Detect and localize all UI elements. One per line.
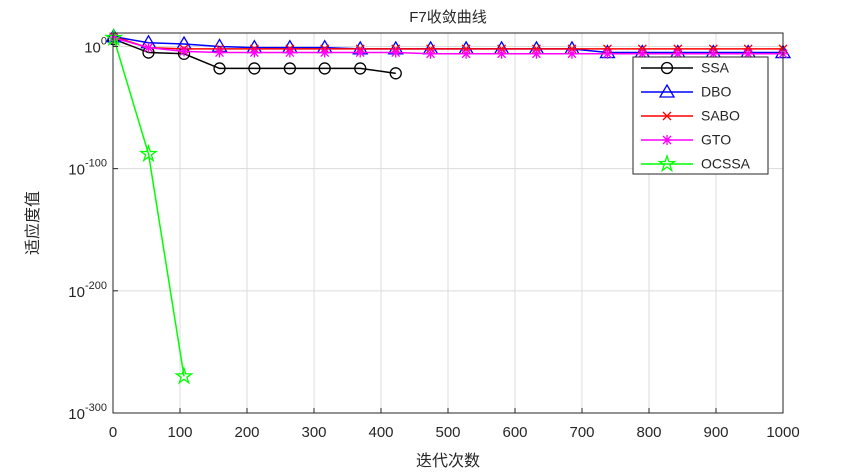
- marker: [743, 48, 754, 59]
- marker: [708, 48, 719, 59]
- marker: [319, 47, 330, 58]
- marker: [425, 48, 436, 59]
- marker: [214, 47, 225, 58]
- x-tick-label: 800: [636, 424, 661, 441]
- marker: [602, 48, 613, 59]
- marker: [672, 48, 683, 59]
- legend-label: DBO: [701, 84, 731, 100]
- marker: [179, 46, 190, 57]
- marker: [249, 47, 260, 58]
- marker: [284, 47, 295, 58]
- x-tick-label: 100: [167, 424, 192, 441]
- y-tick-label: 10-100: [68, 158, 107, 179]
- legend-label: SABO: [701, 108, 740, 124]
- y-tick-label: 100: [84, 35, 107, 56]
- marker: [355, 47, 366, 58]
- x-tick-label: 500: [435, 424, 460, 441]
- x-tick-label: 700: [569, 424, 594, 441]
- marker: [143, 42, 154, 53]
- y-tick-label: 10-200: [68, 280, 107, 301]
- series-line: [112, 37, 185, 377]
- marker: [318, 62, 331, 75]
- marker: [637, 48, 648, 59]
- marker: [138, 143, 159, 163]
- chart-title: F7收敛曲线: [409, 9, 487, 26]
- y-tick-label: 10-300: [68, 402, 107, 423]
- x-tick-label: 1000: [766, 424, 799, 441]
- marker: [213, 62, 226, 75]
- marker: [389, 67, 402, 80]
- x-tick-label: 900: [703, 424, 728, 441]
- marker: [657, 153, 677, 173]
- marker: [566, 48, 577, 59]
- marker: [104, 27, 124, 47]
- marker: [662, 135, 672, 145]
- x-axis-label: 迭代次数: [416, 452, 480, 470]
- x-tick-label: 300: [301, 424, 326, 441]
- x-tick-label: 200: [234, 424, 259, 441]
- series-line: [113, 37, 783, 55]
- marker: [354, 62, 367, 75]
- marker: [108, 32, 119, 43]
- marker: [174, 366, 194, 385]
- legend-label: SSA: [701, 60, 730, 76]
- marker: [390, 47, 401, 58]
- marker: [658, 83, 676, 98]
- x-tick-label: 600: [502, 424, 527, 441]
- marker: [248, 62, 261, 75]
- y-axis-label: 适应度值: [23, 191, 42, 255]
- legend-label: GTO: [701, 132, 731, 148]
- marker: [660, 61, 674, 75]
- marker: [531, 48, 542, 59]
- marker: [461, 48, 472, 59]
- series-line: [113, 35, 783, 50]
- series-line: [113, 38, 396, 75]
- marker: [496, 48, 507, 59]
- marker: [283, 62, 297, 75]
- legend-label: OCSSA: [701, 156, 751, 172]
- marker: [662, 111, 672, 121]
- x-tick-label: 0: [109, 424, 117, 441]
- x-tick-label: 400: [368, 424, 393, 441]
